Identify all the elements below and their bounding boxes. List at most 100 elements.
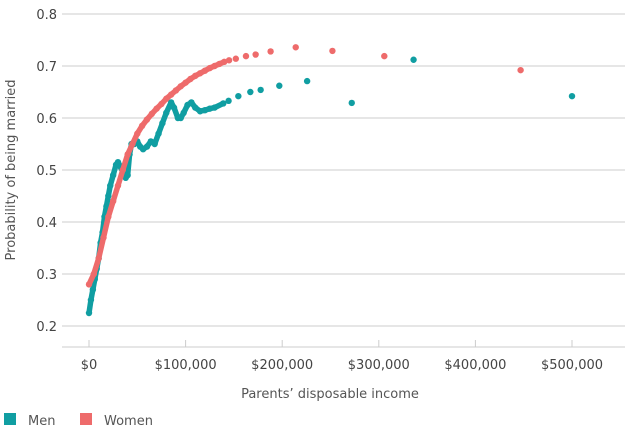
series-line-women	[86, 59, 227, 288]
data-point	[220, 100, 227, 107]
data-point	[107, 182, 114, 189]
data-point	[159, 120, 166, 127]
data-point	[232, 55, 240, 62]
data-point	[410, 56, 417, 63]
series-women	[85, 44, 524, 288]
legend: Men Women	[4, 413, 153, 429]
y-axis-ticks: 0.2 0.3 0.4 0.5 0.6 0.7 0.8	[36, 8, 57, 335]
data-point	[247, 88, 254, 96]
y-axis-label: Probability of being married	[4, 80, 19, 261]
data-point	[292, 44, 299, 51]
x-tick-label: $300,000	[348, 358, 410, 373]
y-tick-label: 0.7	[36, 60, 57, 75]
data-point	[155, 130, 162, 137]
data-point	[85, 309, 93, 317]
data-point	[517, 66, 524, 74]
data-point	[242, 52, 250, 60]
data-point	[105, 192, 112, 200]
data-point	[187, 75, 194, 83]
data-point	[87, 296, 95, 304]
data-point	[143, 116, 151, 123]
data-point	[114, 159, 122, 166]
legend-label-women: Women	[104, 414, 153, 429]
data-point	[216, 60, 223, 68]
data-point	[257, 86, 264, 94]
data-point	[225, 57, 233, 64]
data-point	[124, 151, 131, 158]
data-point	[267, 48, 274, 55]
series-men	[85, 56, 576, 317]
data-point	[188, 99, 195, 106]
data-point	[167, 99, 175, 106]
data-point	[177, 114, 184, 122]
data-point	[105, 213, 112, 220]
data-point	[143, 143, 151, 150]
data-point	[129, 140, 136, 148]
data-point	[89, 286, 97, 293]
data-point	[151, 140, 158, 148]
data-point	[568, 92, 576, 100]
data-point	[348, 99, 355, 107]
data-point	[167, 91, 175, 98]
data-point	[153, 105, 160, 112]
data-point	[85, 281, 93, 288]
data-point	[192, 72, 199, 80]
data-point	[177, 83, 184, 90]
data-point	[114, 182, 122, 189]
legend-swatch-men	[4, 413, 16, 425]
data-point	[103, 203, 110, 210]
data-point	[163, 109, 170, 117]
legend-swatch-women	[80, 413, 92, 425]
data-point	[206, 105, 213, 112]
data-point	[109, 172, 117, 179]
x-tick-label: $500,000	[541, 358, 603, 373]
data-point	[225, 97, 232, 105]
data-point	[211, 62, 218, 70]
data-point	[381, 52, 388, 60]
x-axis-label: Parents’ disposable income	[241, 387, 419, 402]
data-point	[163, 95, 170, 102]
data-point	[196, 108, 204, 115]
x-axis-ticks: $0 $100,000 $200,000 $300,000 $400,000 $500,0…	[81, 340, 603, 373]
data-point	[235, 92, 242, 100]
data-point	[252, 51, 259, 58]
data-point	[303, 77, 311, 85]
data-point	[172, 87, 180, 94]
data-point	[158, 100, 165, 108]
data-point	[221, 58, 228, 66]
data-point	[90, 270, 98, 278]
data-point	[119, 166, 127, 174]
data-point	[109, 198, 117, 205]
gridlines	[62, 13, 625, 327]
data-point	[182, 79, 189, 86]
data-point	[276, 82, 283, 89]
x-tick-label: $100,000	[155, 358, 217, 373]
legend-label-men: Men	[28, 414, 55, 429]
data-point	[100, 234, 107, 241]
x-tick-label: $400,000	[444, 358, 506, 373]
data-point	[196, 70, 204, 77]
data-point	[180, 109, 187, 117]
y-tick-label: 0.6	[36, 112, 57, 127]
data-point	[201, 67, 209, 74]
data-point	[201, 107, 209, 114]
data-point	[134, 130, 141, 137]
data-point	[170, 104, 178, 111]
data-point	[124, 172, 131, 179]
data-point	[211, 104, 218, 111]
x-tick-label: $200,000	[251, 358, 313, 373]
y-tick-label: 0.2	[36, 320, 57, 335]
y-tick-label: 0.5	[36, 164, 57, 179]
data-point	[95, 255, 102, 262]
data-point	[138, 122, 146, 129]
y-tick-label: 0.4	[36, 216, 57, 231]
data-point	[206, 64, 213, 72]
series-layer	[85, 44, 576, 317]
data-point	[148, 110, 155, 118]
x-tick-label: $0	[81, 358, 98, 373]
data-point	[329, 47, 336, 55]
y-tick-label: 0.8	[36, 8, 57, 23]
data-point	[192, 104, 199, 111]
y-tick-label: 0.3	[36, 268, 57, 283]
